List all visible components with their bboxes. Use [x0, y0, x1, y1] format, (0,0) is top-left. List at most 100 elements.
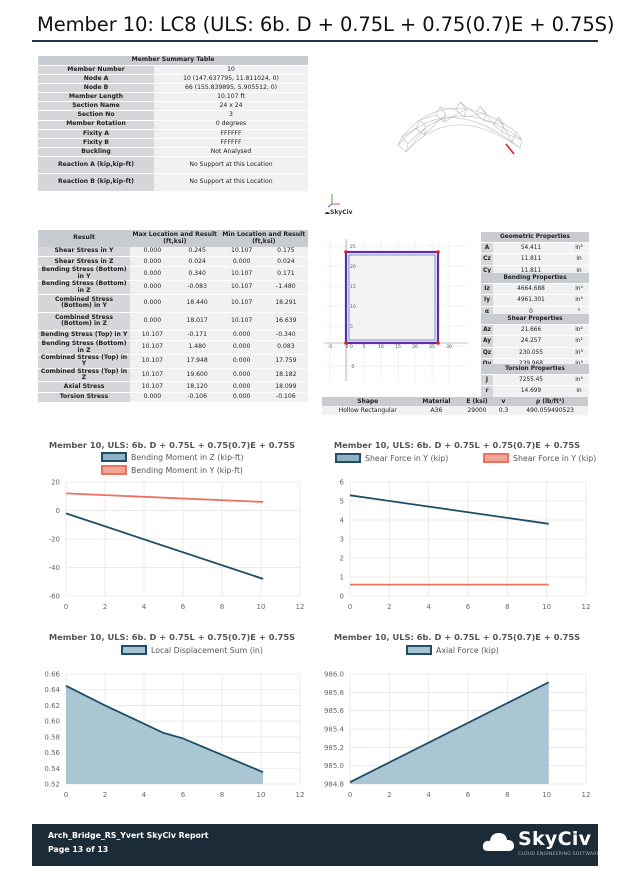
torsion-unit: in: [569, 385, 589, 398]
x-tick-label: 12: [582, 791, 591, 799]
results-label: Torsion Stress: [38, 392, 130, 403]
legend-label[interactable]: Axial Force (kip): [436, 646, 499, 655]
page-title: Member 10: LC8 (ULS: 6b. D + 0.75L + 0.7…: [37, 13, 615, 36]
legend-swatch[interactable]: [101, 452, 127, 462]
legend-label[interactable]: Shear Force in Y (kip): [365, 454, 448, 463]
results-cell: 0.024: [174, 256, 220, 268]
summary-row: Member Length 10.107 ft: [38, 92, 308, 103]
summary-row: Fixity A FFFFFF: [38, 129, 308, 139]
results-row: Shear Stress in Z 0.000 0.024 0.000 0.024: [38, 256, 308, 268]
legend-label[interactable]: Shear Force in Y (kip): [513, 454, 596, 463]
material-value: A36: [413, 406, 460, 415]
summary-value: 10 (147.637795, 11.811024, 0): [154, 74, 308, 85]
torsion-row: J 7255.45 in⁴: [481, 374, 589, 387]
summary-value: FFFFFF: [154, 138, 308, 148]
y-tick-label: 0.52: [44, 781, 60, 789]
summary-value: No Support at this Location: [154, 173, 308, 192]
results-header-min: Min Location and Result (ft,ksi): [219, 230, 308, 247]
summary-row: Fixity B FFFFFF: [38, 138, 308, 148]
legend-swatch[interactable]: [101, 465, 127, 475]
legend-label[interactable]: Bending Moment in Y (kip-ft): [131, 466, 243, 475]
torsion-symbol: J: [481, 374, 493, 387]
results-row: Combined Stress (Top) in Y 10.107 17.948 0.…: [38, 354, 308, 369]
legend-swatch[interactable]: [121, 645, 147, 655]
results-cell: 10.107: [219, 294, 264, 313]
y-tick-label: 985.0: [324, 762, 344, 770]
results-cell: 0.000: [219, 392, 264, 403]
summary-row: Buckling Not Analysed: [38, 147, 308, 157]
results-cell: 0.000: [219, 256, 264, 268]
y-tick-label: 0.64: [44, 686, 60, 694]
bending-caption: Bending Properties: [481, 273, 589, 284]
x-tick-label: 6: [181, 603, 186, 611]
legend-label[interactable]: Bending Moment in Z (kip-ft): [131, 453, 244, 462]
bending-symbol: Iy: [481, 294, 493, 307]
x-tick-label: 12: [296, 791, 305, 799]
summary-row: Section No 3: [38, 110, 308, 121]
results-label: Bending Stress (Bottom) in Z: [38, 281, 130, 295]
summary-key: Section Name: [38, 101, 154, 112]
shear-value: 24.257: [493, 335, 569, 348]
torsion-value: 14.699: [493, 385, 569, 398]
legend-swatch[interactable]: [483, 453, 509, 463]
results-row: Combined Stress (Top) in Z 10.107 19.600 0.…: [38, 368, 308, 383]
legend-swatch[interactable]: [406, 645, 432, 655]
summary-row: Reaction B (kip,kip-ft) No Support at thi…: [38, 173, 308, 192]
summary-value: 3: [154, 110, 308, 121]
torsion-caption: Torsion Properties: [481, 364, 589, 375]
geometric-row: Cz 11.811 in: [481, 253, 589, 266]
section-cross-section-plot: -5 0 5 10 15 20 25 30 25 20 15 10 5 0 -5: [322, 231, 470, 393]
summary-key: Fixity A: [38, 129, 154, 139]
x-tick-label: 4: [142, 603, 147, 611]
results-label: Bending Stress (Bottom) in Y: [38, 267, 130, 282]
chart-title: Member 10, ULS: 6b. D + 0.75L + 0.75(0.7…: [49, 632, 295, 642]
geometric-value: 11.811: [493, 253, 569, 266]
section-x-tick: 5: [363, 344, 366, 350]
cloud-icon: ☁: [324, 209, 330, 216]
y-tick-label: 985.4: [324, 726, 345, 734]
y-tick-label: 0.56: [44, 749, 60, 757]
results-cell: 18.099: [263, 381, 308, 393]
results-cell: -0.171: [174, 330, 220, 342]
results-label: Axial Stress: [38, 381, 130, 393]
y-tick-label: 20: [51, 479, 60, 487]
legend-swatch[interactable]: [335, 453, 361, 463]
results-cell: 17.759: [263, 354, 308, 369]
section-y-tick: 5: [350, 324, 353, 330]
results-label: Combined Stress (Bottom) in Z: [38, 312, 130, 331]
footer-report-name: Arch_Bridge_RS_Yvert SkyCiv Report: [48, 831, 209, 840]
results-label: Bending Stress (Bottom) in Z: [38, 340, 130, 355]
summary-value: 0 degrees: [154, 120, 308, 130]
x-tick-label: 0: [64, 791, 68, 799]
model-3d-view: [397, 101, 523, 155]
bending-symbol: Iz: [481, 283, 493, 296]
shear-unit: in³: [569, 347, 589, 359]
footer-page-number: Page 13 of 13: [48, 845, 109, 854]
y-tick-label: 985.2: [324, 744, 344, 752]
x-tick-label: 10: [257, 603, 266, 611]
results-cell: 10.107: [130, 368, 175, 383]
results-cell: 10.107: [130, 340, 175, 355]
summary-row: Section Name 24 x 24: [38, 101, 308, 112]
shear-unit: in²: [569, 335, 589, 348]
section-x-tick: 25: [429, 344, 435, 350]
results-header-result: Result: [38, 230, 130, 247]
results-cell: 0.000: [130, 294, 175, 313]
legend-label[interactable]: Local Displacement Sum (in): [151, 646, 263, 655]
y-tick-label: 986.0: [324, 671, 344, 679]
series-line: [65, 512, 264, 580]
shear-row: Az 21.666 in²: [481, 324, 589, 337]
summary-value: 24 x 24: [154, 101, 308, 112]
summary-key: Member Number: [38, 65, 154, 76]
x-tick-label: 0: [64, 603, 68, 611]
bending-value: 4961.301: [493, 294, 569, 307]
y-tick-label: 984.8: [324, 781, 344, 789]
shape-material-table: Shape Material E (ksi) v ρ (lb/ft³) Holl…: [322, 397, 588, 415]
x-tick-label: 8: [220, 603, 224, 611]
x-tick-label: 12: [582, 603, 591, 611]
geometric-caption: Geometric Properties: [481, 232, 589, 243]
results-header-max: Max Location and Result (ft,ksi): [130, 230, 220, 247]
section-x-tick: 20: [412, 344, 418, 350]
chart-title: Member 10, ULS: 6b. D + 0.75L + 0.75(0.7…: [334, 440, 580, 450]
results-cell: 0.000: [219, 368, 264, 383]
